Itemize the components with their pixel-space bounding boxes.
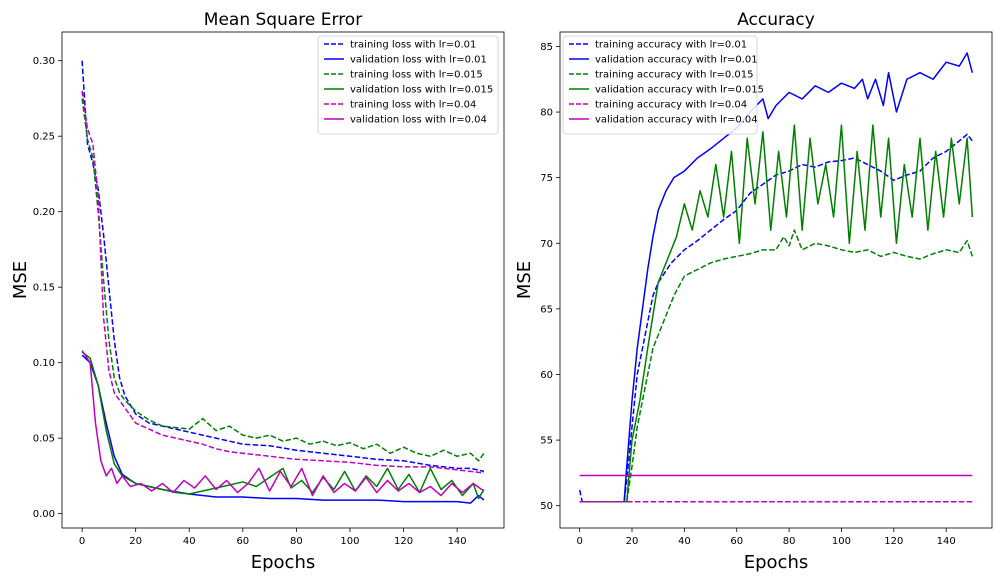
y-tick-label: 0.15 <box>33 283 55 294</box>
x-tick-label: 40 <box>678 536 691 547</box>
legend-label: validation loss with lr=0.04 <box>350 115 487 126</box>
y-tick-label: 0.00 <box>33 509 55 520</box>
x-tick-label: 100 <box>340 536 359 547</box>
legend-label: training loss with lr=0.015 <box>350 70 483 81</box>
y-tick-label: 80 <box>540 108 553 119</box>
series-group <box>578 52 974 503</box>
legend-label: training loss with lr=0.01 <box>350 40 476 51</box>
x-axis-label: Epochs <box>744 552 809 573</box>
x-axis-label: Epochs <box>251 552 316 573</box>
plot-frame <box>61 31 505 529</box>
plot-frame <box>559 31 993 529</box>
x-tick-label: 0 <box>79 536 85 547</box>
legend-label: training accuracy with lr=0.01 <box>595 40 747 51</box>
series-line-1 <box>81 354 485 504</box>
y-tick-label: 0.25 <box>33 132 55 143</box>
x-tick-label: 100 <box>832 536 851 547</box>
series-line-0 <box>578 133 973 503</box>
legend-label: validation loss with lr=0.015 <box>350 85 493 96</box>
legend-box <box>562 35 758 135</box>
x-tick-label: 40 <box>183 536 196 547</box>
y-tick-label: 0.05 <box>33 434 55 445</box>
series-line-4 <box>81 90 484 474</box>
legend-box <box>317 35 499 135</box>
mse-chart: 0 20 40 60 80 100 120 140 0.00 0.05 0.10 0.15 0.20 0.… <box>10 10 505 573</box>
y-tick-label: 60 <box>540 370 553 381</box>
series-line-2 <box>579 229 974 503</box>
legend-label: validation loss with lr=0.01 <box>350 55 487 66</box>
y-axis-label: MSE <box>514 261 535 299</box>
y-axis-label: MSE <box>10 261 31 299</box>
y-tick-label: 0.30 <box>33 56 55 67</box>
y-tick-label: 0.20 <box>33 207 55 218</box>
chart-title: Mean Square Error <box>204 10 362 30</box>
series-line-0 <box>81 60 485 473</box>
y-tick-label: 85 <box>540 42 553 53</box>
series-line-1 <box>579 52 974 503</box>
legend: training accuracy with lr=0.01 validation… <box>562 35 764 135</box>
x-tick-label: 20 <box>129 536 142 547</box>
legend: training loss with lr=0.01 validation los… <box>317 35 499 135</box>
x-tick-label: 120 <box>394 536 413 547</box>
x-tick-label: 140 <box>937 536 956 547</box>
x-tick-label: 120 <box>884 536 903 547</box>
legend-label: validation accuracy with lr=0.015 <box>595 85 764 96</box>
series-group <box>81 60 485 504</box>
x-tick-label: 60 <box>730 536 743 547</box>
y-tick-label: 65 <box>540 304 553 315</box>
y-tick-label: 50 <box>540 501 553 512</box>
series-line-2 <box>81 98 485 462</box>
x-tick-label: 140 <box>448 536 467 547</box>
accuracy-chart: 0 20 40 60 80 100 120 140 50 55 60 65 70 75 80 85 Accura… <box>514 10 993 573</box>
series-line-5 <box>81 350 485 497</box>
x-tick-label: 0 <box>576 536 582 547</box>
x-tick-label: 20 <box>626 536 639 547</box>
legend-label: validation accuracy with lr=0.01 <box>595 55 758 66</box>
y-tick-label: 75 <box>540 173 553 184</box>
y-tick-label: 0.10 <box>33 358 55 369</box>
x-tick-label: 80 <box>290 536 303 547</box>
series-line-3 <box>579 124 974 503</box>
chart-title: Accuracy <box>737 10 815 30</box>
legend-label: validation accuracy with lr=0.04 <box>595 115 758 126</box>
legend-label: training accuracy with lr=0.015 <box>595 70 754 81</box>
y-tick-label: 55 <box>540 436 553 447</box>
x-tick-label: 80 <box>783 536 796 547</box>
y-tick-label: 70 <box>540 239 553 250</box>
legend-label: training accuracy with lr=0.04 <box>595 100 747 111</box>
legend-label: training loss with lr=0.04 <box>350 100 476 111</box>
x-tick-label: 60 <box>236 536 249 547</box>
